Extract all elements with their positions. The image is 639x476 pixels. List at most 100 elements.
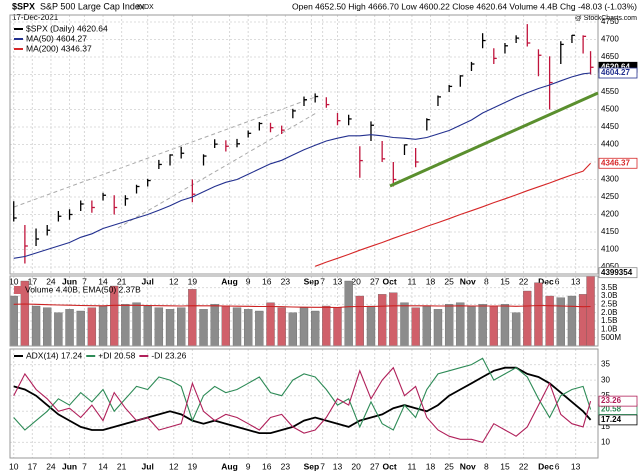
volume-bar	[43, 307, 52, 346]
volume-bar	[545, 295, 554, 346]
y-tick-label: 3.0B	[601, 291, 617, 300]
last-value-label: 4620.64	[601, 62, 630, 71]
plot-area	[10, 349, 598, 458]
panel-frame	[9, 14, 599, 275]
legend-label: MA(50) 4604.27	[26, 33, 87, 43]
x-tick-label: 7	[320, 461, 325, 471]
volume-bar	[110, 285, 119, 346]
volume-bar	[98, 305, 108, 346]
volume-bar	[355, 295, 364, 346]
volume-bar	[121, 304, 130, 346]
volume-bar	[444, 304, 454, 346]
last-value-label: 17.24	[601, 415, 622, 424]
legend-label: MA(200) 4346.37	[26, 43, 92, 53]
volume-bar	[154, 307, 164, 346]
y-tick-label: 4100	[601, 245, 619, 254]
volume-bar	[500, 304, 510, 346]
volume-bar	[489, 305, 498, 346]
y-tick-label: 10	[601, 438, 610, 447]
x-tick-label: Jun	[62, 461, 77, 471]
volume-bar	[433, 309, 443, 346]
volume-bar	[188, 289, 197, 346]
volume-bar	[478, 304, 487, 346]
x-tick-label: 11	[408, 461, 417, 471]
volume-bar	[87, 307, 97, 346]
x-tick-label: Oct	[383, 461, 397, 471]
volume-bar	[277, 307, 286, 346]
plot-area	[10, 15, 598, 274]
volume-bar	[244, 309, 253, 346]
last-value-box	[598, 67, 638, 79]
y-tick-label: 4150	[601, 227, 619, 236]
last-value-label: 4604.27	[601, 68, 630, 77]
x-tick-label: 12	[169, 461, 179, 471]
legend-label: ADX(14) 17.24	[26, 350, 82, 360]
series-line	[13, 366, 592, 444]
legend-label: -DI 23.26	[151, 350, 186, 360]
y-tick-label: 4750	[601, 17, 619, 26]
x-tick-label: 8	[484, 461, 489, 471]
x-tick-label: Dec	[538, 461, 554, 471]
x-tick-label: 13	[571, 461, 581, 471]
y-tick-label: 500M	[601, 333, 621, 342]
volume-bar	[534, 282, 543, 346]
last-value-box	[598, 267, 638, 279]
volume-bar	[400, 302, 409, 346]
date: 17-Dec-2021	[12, 13, 59, 22]
y-tick-label: 4050	[601, 262, 619, 271]
volume-bar	[344, 280, 353, 346]
y-tick-label: 1.5B	[601, 316, 617, 325]
x-tick-label: 18	[426, 461, 436, 471]
volume-bar	[556, 297, 565, 346]
series-line	[13, 357, 592, 431]
series-line	[13, 366, 592, 434]
volume-bar	[10, 295, 18, 346]
series-line	[13, 303, 591, 309]
y-tick-label: 4500	[601, 105, 619, 114]
trend-line	[389, 91, 599, 188]
volume-bar	[467, 305, 476, 346]
x-tick-label: 15	[500, 461, 510, 471]
panel-frame	[9, 275, 599, 347]
volume-bar	[511, 312, 521, 346]
x-tick-label: 10	[9, 461, 19, 471]
quote: Open 4652.50 High 4666.70 Low 4600.22 Cl…	[292, 1, 637, 11]
panel-frame	[9, 348, 599, 459]
volume-bar	[523, 290, 532, 346]
volume-bar	[567, 295, 577, 346]
y-tick-label: 3.5B	[601, 283, 617, 292]
last-value-label: 20.58	[601, 405, 622, 414]
volume-bar	[20, 280, 30, 346]
y-tick-label: 4300	[601, 175, 619, 184]
y-tick-label: 4650	[601, 52, 619, 61]
x-tick-label: 17	[28, 461, 38, 471]
y-tick-label: 4450	[601, 122, 619, 131]
volume-bar	[456, 302, 465, 346]
y-tick-label: 2.5B	[601, 299, 617, 308]
channel-line	[13, 95, 319, 208]
volume-bar	[132, 302, 141, 346]
volume-bar	[411, 307, 420, 346]
plot-area	[10, 276, 598, 346]
legend-swatch	[14, 286, 22, 294]
volume-bar	[288, 312, 298, 346]
x-tick-label: 20	[351, 461, 361, 471]
series-line	[13, 72, 591, 259]
x-tick-label: 19	[188, 461, 198, 471]
credit: @ StockCharts.com	[575, 15, 638, 22]
x-tick-label: Jul	[142, 461, 154, 471]
volume-bar	[299, 307, 309, 346]
volume-bar	[221, 305, 231, 346]
last-value-box	[598, 395, 638, 407]
volume-bar	[232, 307, 242, 346]
y-tick-label: 35	[601, 360, 610, 369]
channel-line	[117, 111, 319, 229]
last-value-label: 4346.37	[601, 158, 630, 167]
last-value-box	[598, 157, 638, 169]
x-tick-label: 16	[262, 461, 272, 471]
last-value-label: 23.26	[601, 396, 622, 405]
y-tick-label: 30	[601, 375, 610, 384]
x-tick-label: 9	[246, 461, 251, 471]
